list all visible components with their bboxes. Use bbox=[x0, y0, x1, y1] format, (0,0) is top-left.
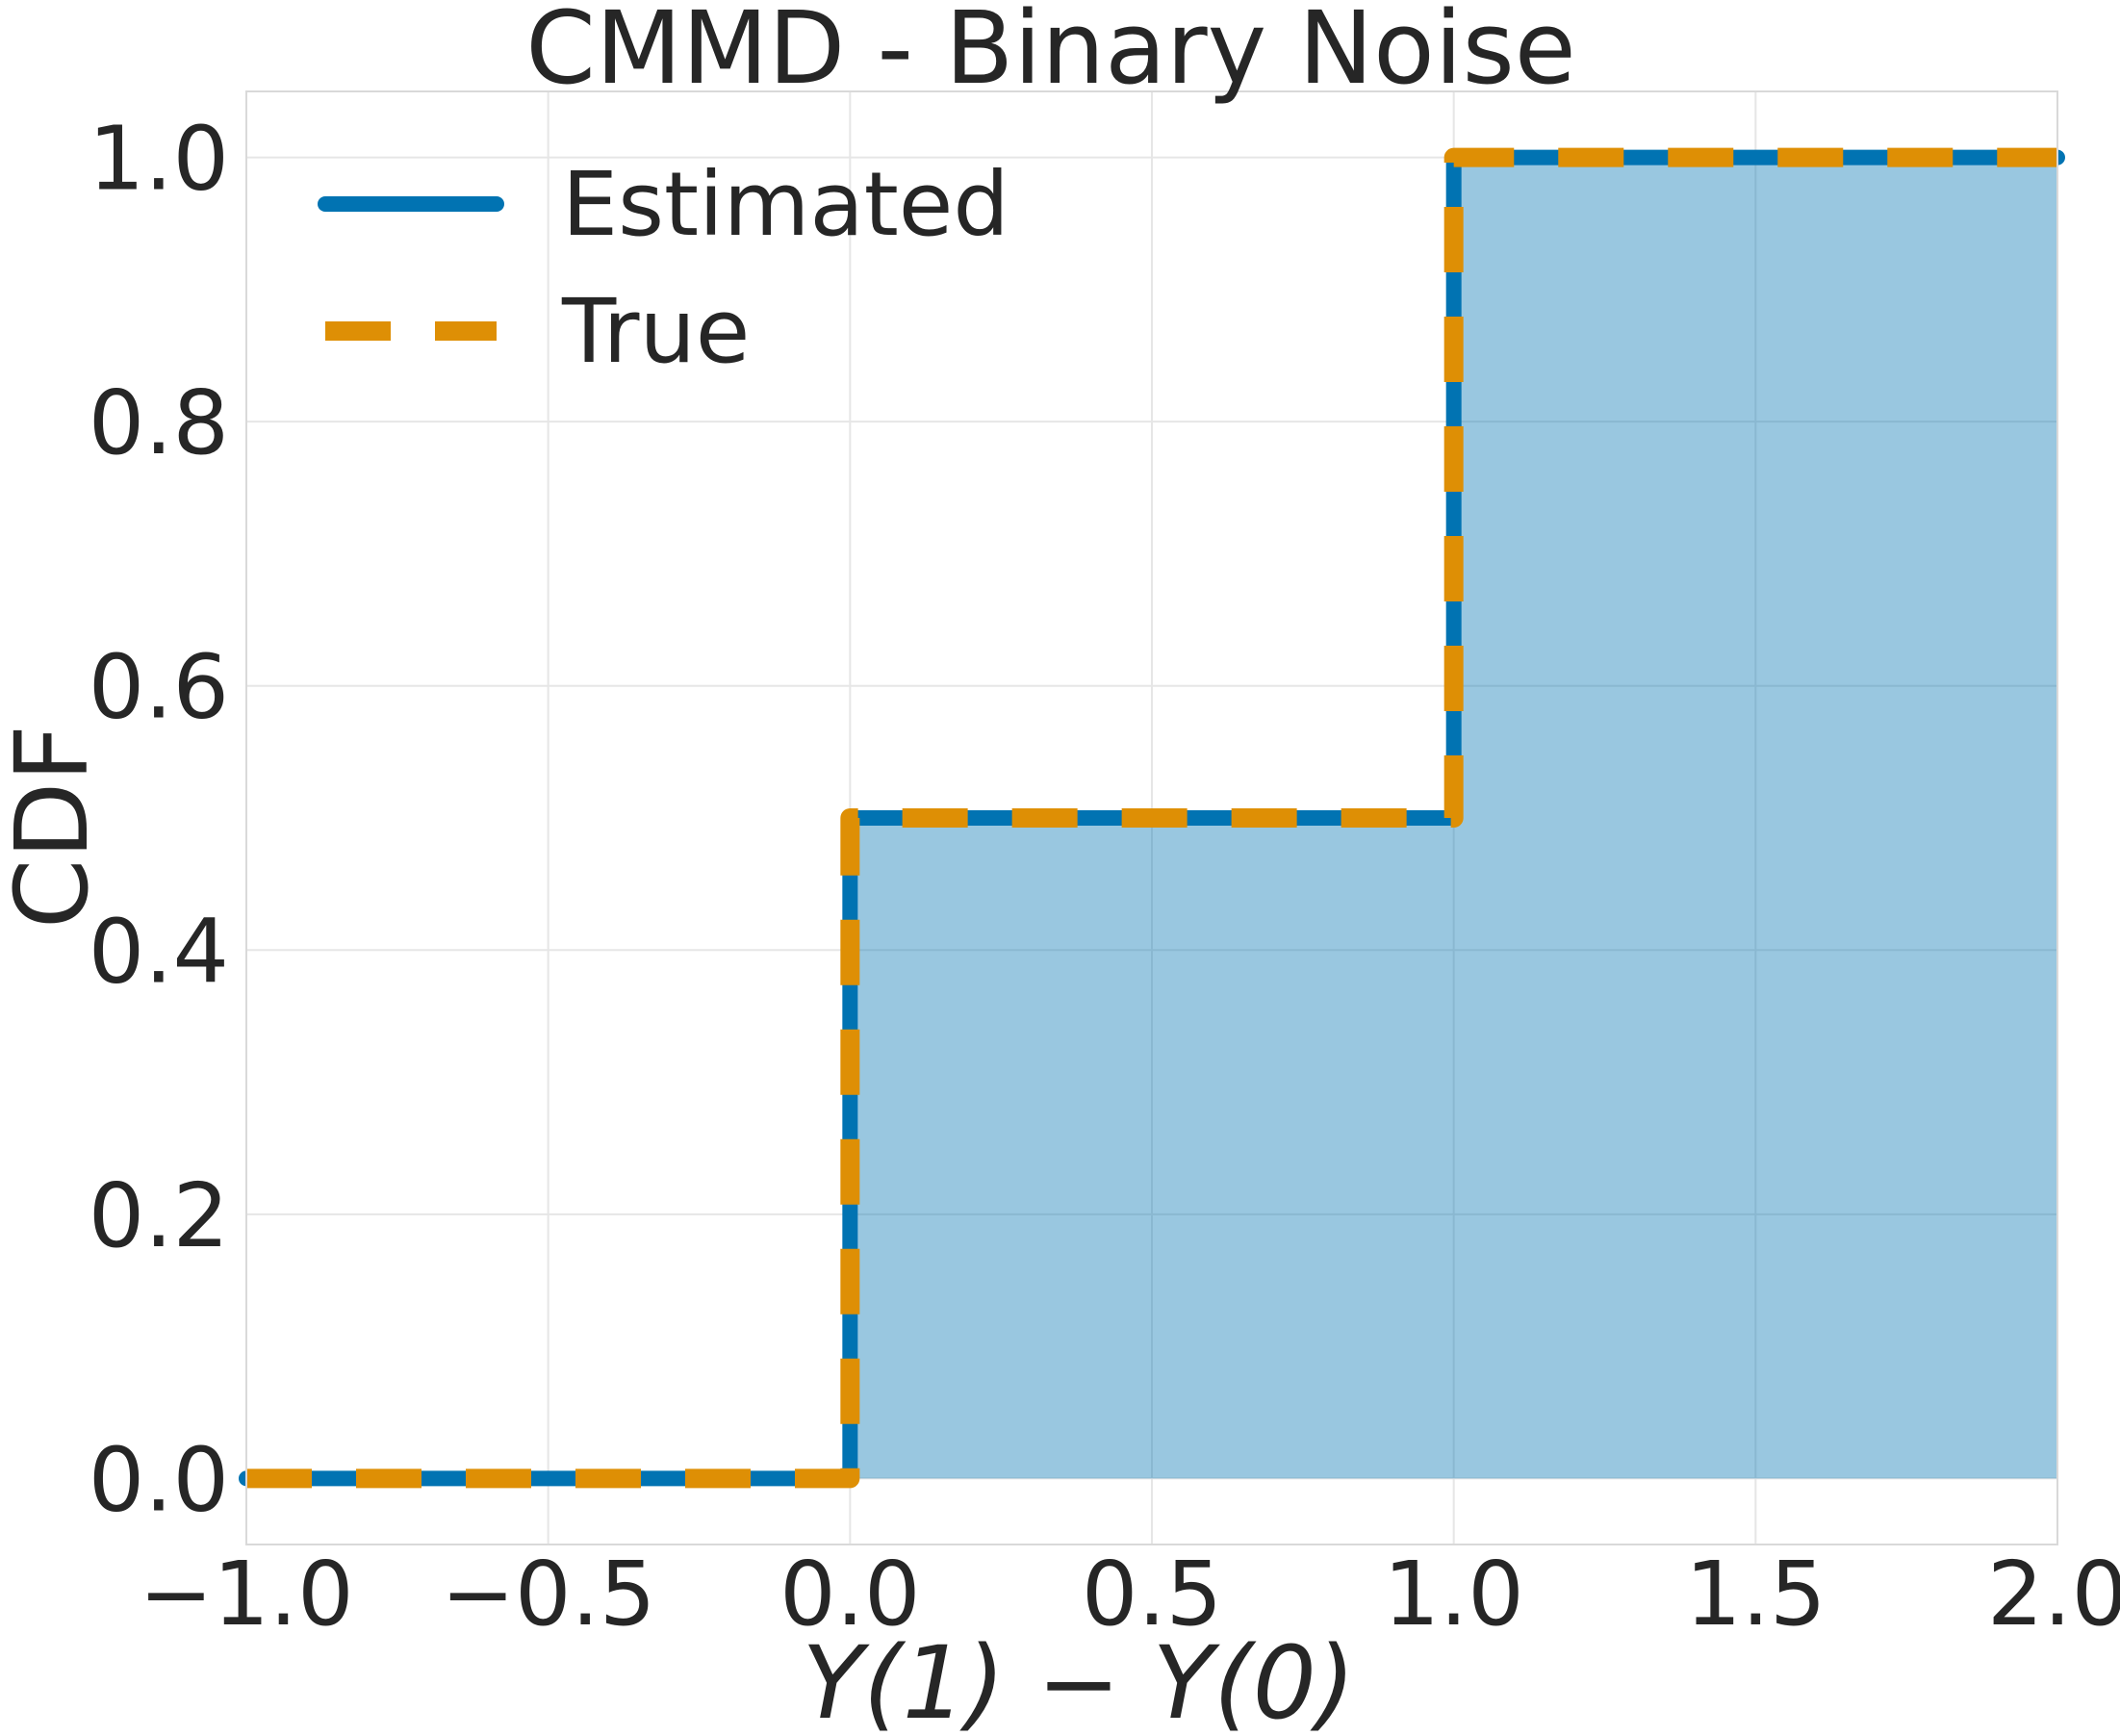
y-tick-label: 0.0 bbox=[89, 1428, 229, 1531]
chart-title: CMMD - Binary Noise bbox=[525, 0, 1576, 107]
y-tick-label: 0.4 bbox=[89, 900, 229, 1003]
series-line-true bbox=[246, 147, 2057, 1489]
x-tick-label: 0.5 bbox=[1082, 1543, 1222, 1646]
y-tick-label: 0.8 bbox=[89, 371, 229, 474]
x-tick-label: 2.0 bbox=[1987, 1543, 2120, 1646]
x-tick-label: −1.0 bbox=[139, 1543, 353, 1646]
legend-label-estimated: Estimated bbox=[562, 153, 1009, 256]
series-lines bbox=[239, 147, 2065, 1489]
y-axis-label: CDF bbox=[0, 725, 111, 930]
x-tick-label: 1.0 bbox=[1384, 1543, 1524, 1646]
x-tick-labels: −1.0 −0.5 0.0 0.5 1.0 1.5 2.0 bbox=[139, 1543, 2120, 1646]
y-tick-label: 0.2 bbox=[89, 1164, 229, 1267]
y-tick-label: 0.6 bbox=[89, 636, 229, 739]
y-tick-labels: 0.0 0.2 0.4 0.6 0.8 1.0 bbox=[89, 108, 229, 1532]
x-tick-label: 1.5 bbox=[1685, 1543, 1826, 1646]
plot-frame bbox=[245, 90, 2058, 1545]
legend-label-true: True bbox=[561, 280, 750, 383]
y-tick-label: 1.0 bbox=[89, 108, 229, 211]
x-tick-label: 0.0 bbox=[779, 1543, 920, 1646]
legend: Estimated True bbox=[318, 153, 1009, 383]
x-tick-label: −0.5 bbox=[441, 1543, 655, 1646]
x-axis-label: Y(1) − Y(0) bbox=[803, 1624, 1356, 1736]
